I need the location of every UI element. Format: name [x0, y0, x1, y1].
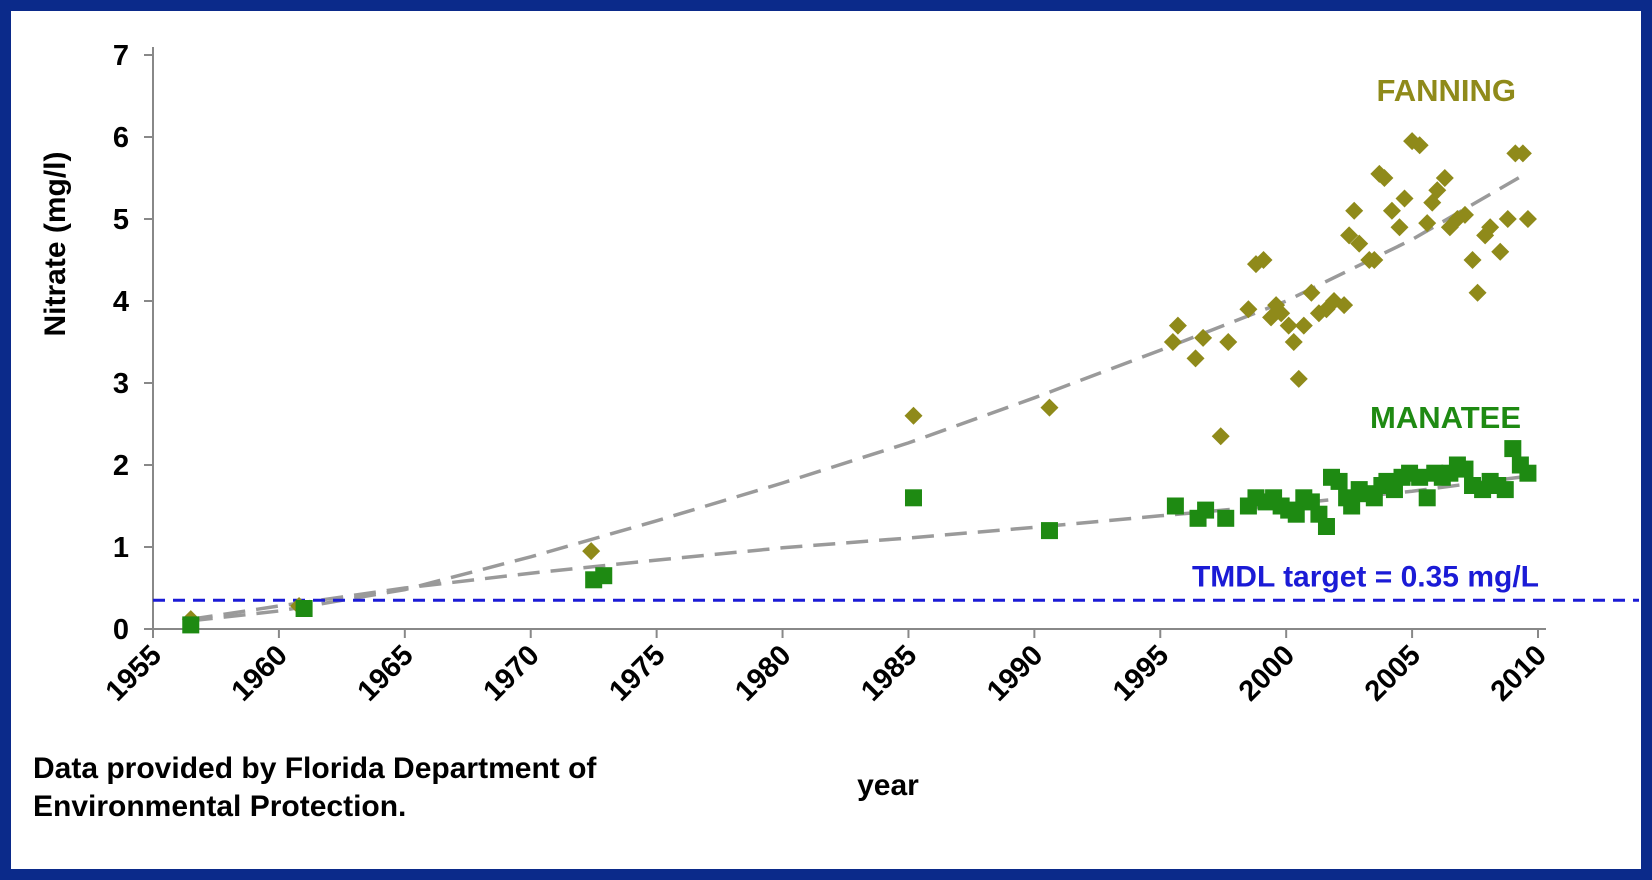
y-tick-label: 4: [113, 286, 129, 318]
fanning-point: [1428, 181, 1447, 200]
fanning-point: [1468, 283, 1487, 302]
axes: 0 1 2 3 4 5 6 7 1955 1960 1965 1970 1975 1980 1985 1990…: [100, 40, 1553, 708]
y-tick-label: 5: [113, 204, 129, 236]
fanning-point: [1294, 316, 1313, 335]
fanning-point: [1350, 234, 1369, 253]
data-source-note-line-2: Environmental Protection.: [33, 790, 406, 823]
fanning-point: [1418, 214, 1437, 233]
fanning-point: [1345, 201, 1364, 220]
fanning-point: [1395, 189, 1414, 208]
manatee-point: [295, 600, 313, 617]
trend-lines: [190, 172, 1527, 623]
series-labels: FANNING MANATEE: [1370, 73, 1521, 435]
manatee-point: [1287, 505, 1305, 523]
fanning-point: [1435, 169, 1454, 187]
x-tick-label: 2000: [1233, 639, 1301, 707]
manatee-point: [1504, 440, 1522, 458]
trend-line-manatee: [190, 474, 1526, 621]
fanning-point: [1375, 169, 1394, 187]
fanning-point: [1194, 328, 1213, 347]
x-tick-label: 1990: [981, 639, 1049, 707]
fanning-point: [1040, 398, 1059, 417]
x-tick-label: 1970: [477, 639, 545, 707]
x-tick-label: 1960: [226, 639, 294, 707]
manatee-point: [1197, 501, 1215, 519]
tmdl-target-label: TMDL target = 0.35 mg/L: [1192, 560, 1539, 593]
data-points: [181, 132, 1537, 634]
manatee-point: [1496, 481, 1514, 499]
x-tick-label: 1955: [100, 639, 168, 707]
y-tick-label: 6: [113, 122, 129, 154]
x-tick-label: 1975: [603, 639, 671, 707]
x-tick-label: 1995: [1107, 639, 1175, 707]
fanning-point: [904, 406, 923, 425]
manatee-point: [1217, 509, 1235, 527]
manatee-point: [1040, 522, 1058, 540]
x-tick-label: 1985: [855, 639, 923, 707]
fanning-point: [1481, 218, 1500, 237]
x-tick-label: 1980: [729, 639, 797, 707]
manatee-point: [182, 616, 200, 634]
fanning-point: [1518, 210, 1537, 228]
fanning-point: [1186, 349, 1205, 368]
fanning-point: [1513, 144, 1532, 163]
fanning-point: [1340, 226, 1359, 245]
manatee-point: [1411, 468, 1429, 486]
fanning-point: [1284, 333, 1303, 351]
y-axis-title: Nitrate (mg/l): [39, 151, 72, 336]
x-tick-label: 2005: [1359, 639, 1427, 707]
fanning-point: [1219, 333, 1238, 351]
fanning-point: [1272, 304, 1291, 323]
fanning-point: [1335, 296, 1354, 315]
y-tick-label: 1: [113, 532, 129, 564]
fanning-point: [582, 542, 601, 561]
series-label-manatee: MANATEE: [1370, 400, 1521, 435]
data-source-note-line-1: Data provided by Florida Department of: [33, 752, 597, 785]
nitrate-chart: 0 1 2 3 4 5 6 7 1955 1960 1965 1970 1975 1980 1985 1990…: [33, 40, 1639, 823]
manatee-point: [1418, 489, 1436, 507]
y-tick-label: 7: [113, 40, 129, 72]
trend-line-fanning: [190, 172, 1527, 623]
x-tick-label: 2010: [1485, 639, 1553, 707]
fanning-point: [1410, 136, 1429, 155]
fanning-point: [1289, 369, 1308, 388]
manatee-point: [1456, 460, 1474, 478]
manatee-point: [1166, 497, 1184, 515]
fanning-point: [1498, 210, 1517, 228]
manatee-point: [1519, 464, 1537, 482]
fanning-point: [1168, 316, 1187, 335]
fanning-point: [1279, 316, 1298, 335]
fanning-point: [1455, 205, 1474, 224]
fanning-point: [1491, 242, 1510, 261]
y-tick-label: 0: [113, 614, 129, 646]
x-tick-label: 1965: [352, 639, 420, 707]
y-tick-label: 2: [113, 450, 129, 482]
manatee-point: [595, 567, 613, 585]
fanning-point: [1382, 201, 1401, 220]
fanning-point: [1365, 251, 1384, 269]
chart-frame: 0 1 2 3 4 5 6 7 1955 1960 1965 1970 1975 1980 1985 1990…: [11, 11, 1641, 869]
reference-line-group: TMDL target = 0.35 mg/L: [153, 560, 1639, 602]
manatee-point: [1317, 518, 1335, 535]
manatee-point: [1343, 497, 1361, 515]
fanning-point: [1163, 333, 1182, 351]
manatee-point: [1330, 472, 1348, 490]
manatee-point: [904, 489, 922, 507]
series-label-fanning: FANNING: [1377, 73, 1517, 108]
x-axis-title: year: [857, 769, 919, 802]
fanning-point: [1463, 251, 1482, 269]
fanning-point: [1254, 251, 1273, 269]
y-tick-label: 3: [113, 368, 129, 400]
fanning-point: [1239, 300, 1258, 319]
fanning-point: [1302, 283, 1321, 302]
fanning-point: [1211, 427, 1230, 446]
fanning-point: [1390, 218, 1409, 237]
